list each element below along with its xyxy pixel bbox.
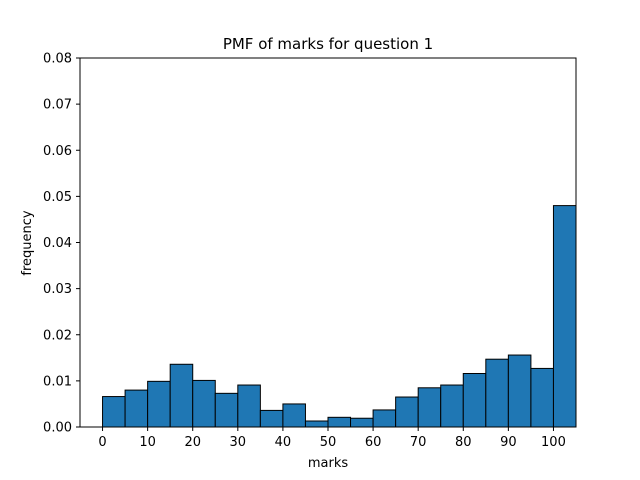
histogram-bar-50 bbox=[327, 416, 352, 428]
histogram-bar-5 bbox=[124, 389, 149, 428]
histogram-bar-90 bbox=[507, 354, 532, 428]
histogram-bar-0 bbox=[102, 396, 126, 428]
histogram-bar-95 bbox=[530, 367, 554, 428]
histogram-bar-75 bbox=[440, 384, 464, 428]
y-tick-label: 0.05 bbox=[43, 190, 72, 205]
y-tick-label: 0.06 bbox=[43, 144, 72, 159]
x-axis-label: marks bbox=[308, 456, 349, 471]
y-axis-ticks: 0.00 0.01 0.02 0.03 0.04 0.05 0.06 0.07 0.08 bbox=[43, 52, 80, 436]
histogram-bar-80 bbox=[462, 372, 487, 428]
x-tick-label: 10 bbox=[139, 435, 156, 450]
y-tick-label: 0.00 bbox=[43, 421, 72, 436]
x-tick-label: 70 bbox=[410, 435, 427, 450]
histogram-bar-10 bbox=[147, 380, 171, 428]
y-tick-label: 0.08 bbox=[43, 52, 72, 67]
x-axis-ticks: 0 10 20 30 40 50 60 70 80 90 100 bbox=[98, 427, 566, 450]
histogram-bar-25 bbox=[214, 392, 239, 428]
x-tick-label: 40 bbox=[275, 435, 292, 450]
histogram-bar-40 bbox=[282, 403, 306, 428]
histogram-bar-20 bbox=[192, 379, 216, 428]
x-tick-label: 100 bbox=[541, 435, 566, 450]
histogram-bar-45 bbox=[304, 420, 329, 428]
y-tick-label: 0.01 bbox=[43, 374, 72, 389]
y-tick-label: 0.03 bbox=[43, 282, 72, 297]
histogram-bar-55 bbox=[350, 417, 374, 428]
histogram-bar-70 bbox=[417, 387, 442, 428]
chart-title: PMF of marks for question 1 bbox=[223, 35, 433, 53]
histogram-bar-65 bbox=[395, 396, 419, 428]
histogram-bar-30 bbox=[237, 384, 261, 428]
histogram-bar-60 bbox=[372, 409, 397, 428]
y-axis-label: frequency bbox=[20, 210, 35, 276]
x-tick-label: 20 bbox=[184, 435, 201, 450]
y-tick-label: 0.07 bbox=[43, 98, 72, 113]
x-tick-label: 60 bbox=[365, 435, 382, 450]
plot-area-frame bbox=[79, 57, 577, 428]
histogram-bar-100 bbox=[552, 205, 577, 428]
x-tick-label: 50 bbox=[320, 435, 337, 450]
y-tick-label: 0.04 bbox=[43, 236, 72, 251]
histogram-bar-15 bbox=[169, 363, 194, 428]
x-tick-label: 90 bbox=[500, 435, 517, 450]
histogram-bar-85 bbox=[485, 358, 509, 428]
histogram-bars bbox=[102, 205, 577, 428]
histogram-bar-35 bbox=[259, 409, 284, 428]
x-tick-label: 30 bbox=[230, 435, 247, 450]
x-tick-label: 0 bbox=[98, 435, 106, 450]
x-tick-label: 80 bbox=[455, 435, 472, 450]
y-tick-label: 0.02 bbox=[43, 328, 72, 343]
